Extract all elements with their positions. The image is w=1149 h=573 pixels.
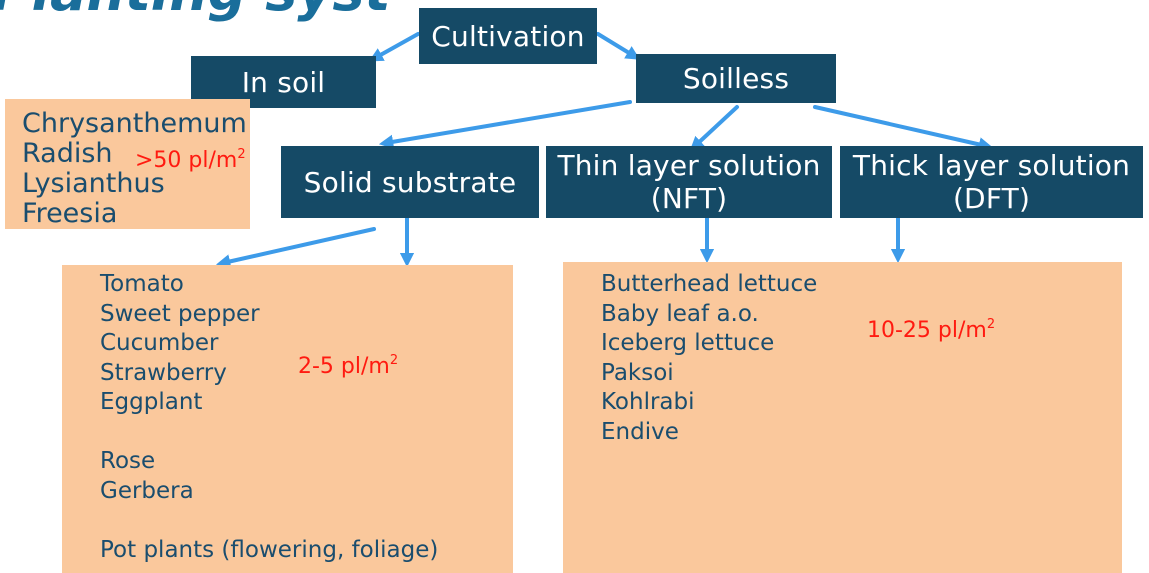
- list-item: Radish: [22, 138, 113, 169]
- list-item: Eggplant: [100, 389, 203, 415]
- list-item: Paksoi: [601, 359, 674, 386]
- list-item: Baby leaf a.o.: [601, 300, 759, 327]
- node-soilless-label: Soilless: [682, 62, 790, 95]
- arrow-soilless-thick: [813, 105, 994, 152]
- node-solid-substrate: Solid substrate: [281, 146, 539, 218]
- list-item: Cucumber: [100, 330, 219, 356]
- slide-title: Planting syst: [0, 0, 391, 23]
- list-item: Iceberg lettuce: [601, 330, 775, 356]
- solution-density-value: 10-25 pl/m: [867, 318, 987, 343]
- list-item: Lysianthus: [22, 168, 165, 199]
- node-thick-layer-solution: Thick layer solution (DFT): [840, 146, 1143, 218]
- node-thin-label-1: Thin layer solution: [557, 149, 821, 182]
- list-item: Gerbera: [100, 477, 194, 504]
- node-in-soil-label: In soil: [241, 65, 326, 99]
- arrow-soilless-thin: [689, 105, 739, 151]
- node-thick-label-1: Thick layer solution: [852, 149, 1131, 182]
- list-item: Endive: [601, 418, 679, 445]
- arrow-soilless-solid: [378, 100, 632, 149]
- list-item: Kohlrabi: [601, 389, 695, 415]
- node-soilless: Soilless: [636, 54, 836, 103]
- panel-substrate-crops: Tomato Sweet pepper Cucumber Strawberry …: [62, 265, 513, 573]
- list-item: Rose: [100, 448, 156, 474]
- node-thin-label-2: (NFT): [650, 182, 728, 215]
- arrow-cultivation-soilless: [596, 32, 641, 60]
- soil-density-sup: 2: [237, 147, 246, 162]
- node-in-soil: In soil: [191, 56, 376, 108]
- soil-density-value: >50 pl/m: [135, 148, 238, 173]
- list-spacer: [100, 506, 438, 536]
- node-thick-label-2: (DFT): [952, 182, 1031, 215]
- list-item: Sweet pepper: [100, 300, 260, 327]
- soil-crop-list: Chrysanthemum Radish Lysianthus Freesia: [22, 109, 247, 229]
- arrow-solid-left: [215, 227, 376, 269]
- arrow-cultivation-in-soil: [368, 32, 420, 62]
- soil-density-label: >50 pl/m2: [135, 147, 246, 173]
- node-thin-layer-solution: Thin layer solution (NFT): [546, 146, 832, 218]
- list-spacer: [100, 418, 438, 448]
- list-item: Chrysanthemum: [22, 108, 247, 139]
- list-item: Strawberry: [100, 359, 227, 386]
- panel-solution-crops: Butterhead lettuce Baby leaf a.o. Iceber…: [563, 262, 1122, 573]
- solution-density-label: 10-25 pl/m2: [867, 317, 995, 343]
- substrate-crop-list: Tomato Sweet pepper Cucumber Strawberry …: [100, 270, 438, 565]
- list-item: Freesia: [22, 198, 118, 229]
- list-item: Pot plants (flowering, foliage): [100, 536, 439, 563]
- substrate-density-sup: 2: [389, 353, 399, 368]
- solution-crop-list: Butterhead lettuce Baby leaf a.o. Iceber…: [601, 270, 817, 447]
- node-cultivation-label: Cultivation: [431, 19, 585, 53]
- substrate-density-label: 2-5 pl/m2: [298, 353, 398, 379]
- node-cultivation: Cultivation: [419, 8, 597, 64]
- substrate-density-value: 2-5 pl/m: [298, 354, 390, 379]
- list-item: Tomato: [100, 271, 184, 297]
- node-solid-substrate-label: Solid substrate: [303, 165, 517, 199]
- panel-soil-crops: Chrysanthemum Radish Lysianthus Freesia …: [5, 99, 250, 229]
- solution-density-sup: 2: [986, 317, 996, 332]
- list-item: Butterhead lettuce: [601, 271, 818, 297]
